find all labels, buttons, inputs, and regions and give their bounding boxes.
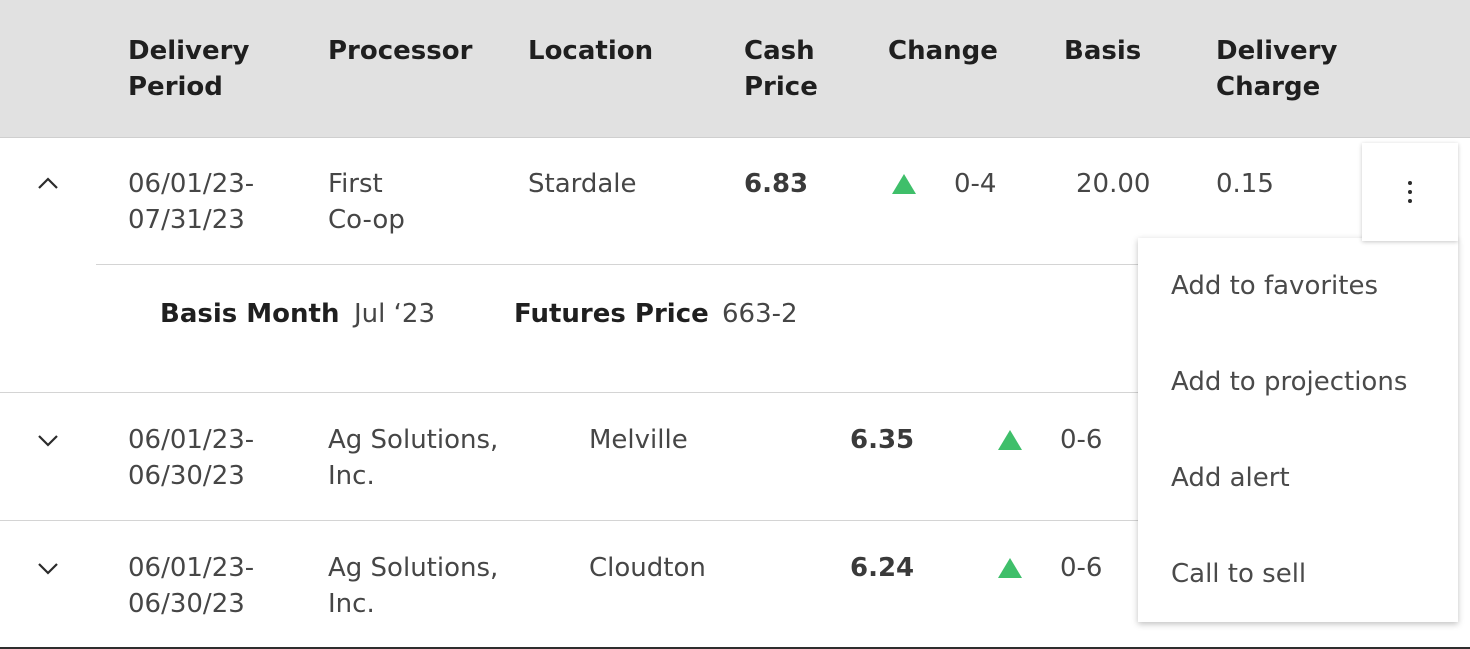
- overflow-menu: Add to favorites Add to projections Add …: [1138, 238, 1458, 622]
- header-processor[interactable]: Processor: [328, 36, 473, 66]
- basis-value: 20.00: [1076, 169, 1151, 199]
- header-cash-price[interactable]: Cash Price: [744, 36, 818, 102]
- change-value: 0-6: [1060, 425, 1103, 455]
- menu-item-label: Add to favorites: [1171, 271, 1378, 301]
- processor-name-line2: Inc.: [328, 589, 375, 619]
- kebab-icon: [1408, 181, 1412, 203]
- header-delivery-charge[interactable]: Delivery Charge: [1216, 36, 1338, 102]
- processor-name-line2: Inc.: [328, 461, 375, 491]
- processor-name-line1: Ag Solutions,: [328, 425, 499, 455]
- delivery-period-start: 06/01/23-: [128, 425, 255, 455]
- triangle-up-icon: [998, 558, 1022, 578]
- change-value: 0-6: [1060, 553, 1103, 583]
- menu-item-add-to-projections[interactable]: Add to projections: [1138, 334, 1458, 430]
- delivery-period-start: 06/01/23-: [128, 169, 255, 199]
- menu-item-add-alert[interactable]: Add alert: [1138, 430, 1458, 526]
- futures-price-label: Futures Price: [514, 299, 709, 329]
- triangle-up-icon: [998, 430, 1022, 450]
- table-header: Delivery Period Processor Location Cash …: [0, 0, 1470, 138]
- triangle-up-icon: [892, 174, 916, 194]
- processor-name-line2: Co-op: [328, 205, 405, 235]
- processor-name-line1: Ag Solutions,: [328, 553, 499, 583]
- header-change[interactable]: Change: [888, 36, 998, 66]
- location: Stardale: [528, 169, 637, 199]
- chevron-up-icon[interactable]: [35, 171, 61, 197]
- futures-price-value: 663-2: [722, 299, 798, 329]
- table-bottom-border: [0, 647, 1470, 649]
- basis-month-label: Basis Month: [160, 299, 340, 329]
- processor-name-line1: First: [328, 169, 383, 199]
- header-basis[interactable]: Basis: [1064, 36, 1142, 66]
- header-delivery-period[interactable]: Delivery Period: [128, 36, 250, 102]
- menu-item-label: Call to sell: [1171, 559, 1307, 589]
- chevron-down-icon[interactable]: [35, 427, 61, 453]
- basis-month-value: Jul ‘23: [354, 299, 435, 329]
- delivery-period-start: 06/01/23-: [128, 553, 255, 583]
- location: Melville: [589, 425, 688, 455]
- chevron-down-icon[interactable]: [35, 555, 61, 581]
- menu-item-label: Add to projections: [1171, 367, 1408, 397]
- row-divider: [0, 520, 1138, 521]
- cash-price: 6.35: [850, 425, 915, 455]
- row-divider: [0, 392, 1138, 393]
- delivery-period-end: 06/30/23: [128, 589, 245, 619]
- cash-price: 6.83: [744, 169, 809, 199]
- overflow-menu-button[interactable]: [1362, 143, 1458, 241]
- header-location[interactable]: Location: [528, 36, 654, 66]
- row-divider: [96, 264, 1138, 265]
- menu-item-add-to-favorites[interactable]: Add to favorites: [1138, 238, 1458, 334]
- delivery-period-end: 07/31/23: [128, 205, 245, 235]
- menu-item-call-to-sell[interactable]: Call to sell: [1138, 526, 1458, 622]
- menu-item-label: Add alert: [1171, 463, 1290, 493]
- location: Cloudton: [589, 553, 706, 583]
- cash-price: 6.24: [850, 553, 915, 583]
- delivery-period-end: 06/30/23: [128, 461, 245, 491]
- delivery-charge-value: 0.15: [1216, 169, 1274, 199]
- change-value: 0-4: [954, 169, 997, 199]
